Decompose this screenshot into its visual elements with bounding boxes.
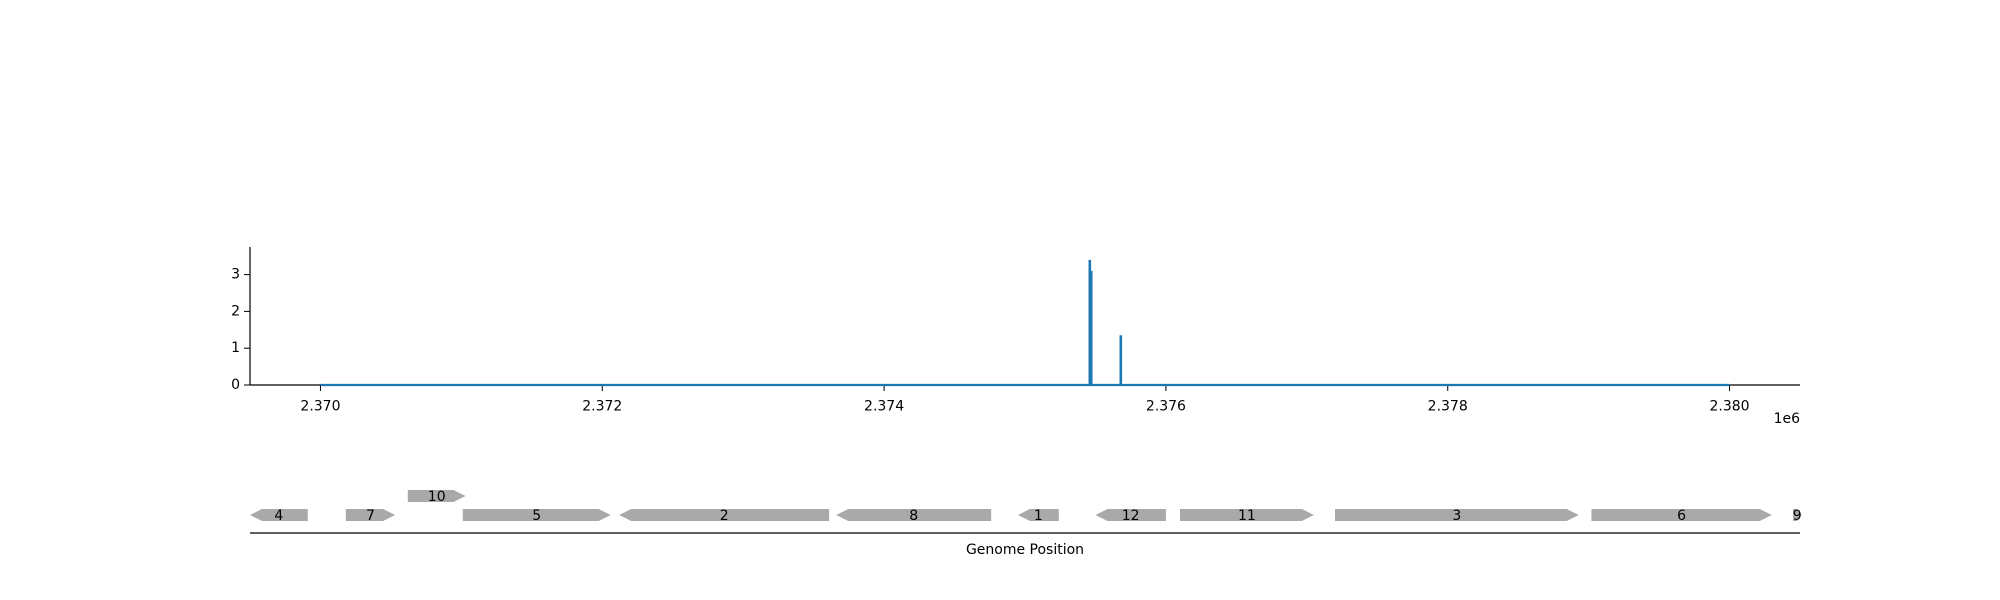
y-tick-label: 3 [231,267,240,283]
gene-arrows: 4 7 10 5 2 8 1 12 11 3 6 9 [250,489,1802,524]
x-tick-label: 2.374 [864,399,904,415]
signal-series [320,259,1730,387]
gene-label: 6 [1677,508,1686,524]
x-tick-label: 2.380 [1709,399,1749,415]
gene-label: 8 [909,508,918,524]
gene-label: 5 [532,508,541,524]
gene-arrow [462,509,611,521]
x-tick-label: 2.378 [1428,399,1468,415]
gene-label: 1 [1034,508,1043,524]
gene-arrow [1180,509,1314,521]
gene-label: 9 [1793,508,1802,524]
x-axis-title: Genome Position [966,542,1084,558]
gene-arrow [1017,509,1059,521]
gene-arrow [836,509,992,521]
gene-track: 4 7 10 5 2 8 1 12 11 3 6 9 Genome Position [250,489,1802,558]
y-ticks: 0 1 2 3 [231,267,250,393]
plot-area: 0 1 2 3 2.370 2.372 2.374 2.376 2.378 2.380 1e6 [231,247,1800,427]
gene-arrow [407,490,466,502]
x-tick-label: 2.376 [1146,399,1186,415]
gene-label: 4 [274,508,283,524]
gene-label: 11 [1238,508,1256,524]
x-ticks: 2.370 2.372 2.374 2.376 2.378 2.380 [300,385,1750,415]
gene-label: 2 [720,508,729,524]
gene-label: 7 [366,508,375,524]
y-tick-label: 2 [231,303,240,319]
gene-arrow [250,509,308,521]
x-offset-label: 1e6 [1774,411,1801,427]
gene-arrow [1095,509,1166,521]
x-tick-label: 2.372 [582,399,622,415]
gene-arrow [345,509,396,521]
gene-label: 12 [1122,508,1140,524]
y-tick-label: 0 [231,377,240,393]
gene-arrow [1335,509,1579,521]
gene-arrow [1591,509,1772,521]
gene-arrow [619,509,830,521]
gene-arrow [1792,509,1802,521]
y-tick-label: 1 [231,340,240,356]
gene-label: 10 [428,489,446,505]
gene-label: 3 [1452,508,1461,524]
x-tick-label: 2.370 [300,399,340,415]
